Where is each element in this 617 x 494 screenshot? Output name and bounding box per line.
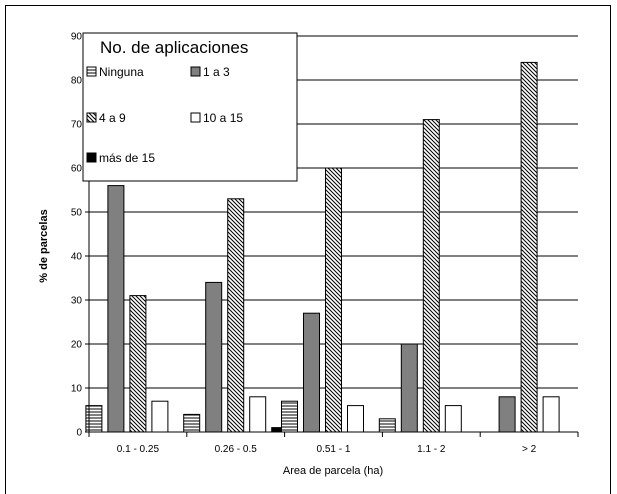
bar — [205, 281, 223, 433]
legend: No. de aplicaciones Ninguna 1 a 3 4 a 9 10 … — [82, 32, 298, 182]
legend-swatch — [86, 66, 97, 77]
tick-labels: 0 10 20 30 40 50 60 70 80 90 0.1 - 0.25 0.26 - 0.5 0… — [71, 32, 537, 456]
bar — [325, 167, 342, 433]
legend-box — [82, 32, 298, 182]
bar — [303, 312, 320, 433]
legend-swatch — [86, 112, 97, 123]
y-tick-label: 20 — [71, 340, 83, 351]
bar — [227, 198, 245, 433]
y-tick-label: 30 — [71, 296, 83, 307]
bar — [107, 185, 125, 433]
legend-swatch — [190, 66, 201, 77]
y-tick-label: 0 — [76, 428, 82, 439]
bar — [444, 405, 462, 433]
bar — [542, 396, 560, 433]
y-tick-label: 60 — [71, 164, 83, 175]
y-tick-label: 10 — [71, 384, 83, 395]
legend-swatch — [86, 152, 97, 163]
y-tick-label: 90 — [71, 32, 83, 43]
legend-title: No. de aplicaciones — [100, 38, 248, 57]
bar — [422, 119, 440, 433]
y-tick-label: 40 — [71, 252, 83, 263]
x-tick-label: 0.51 - 1 — [317, 444, 351, 455]
bar — [85, 405, 103, 433]
y-tick-label: 80 — [71, 76, 83, 87]
y-tick-label: 50 — [71, 208, 83, 219]
bar — [400, 343, 418, 433]
x-tick-label: > 2 — [522, 444, 537, 455]
bar — [129, 295, 147, 433]
x-tick-label: 1.1 - 2 — [417, 444, 446, 455]
y-tick-label: 70 — [71, 120, 83, 131]
x-axis-title: Area de parcela (ha) — [283, 465, 383, 477]
legend-swatch — [190, 112, 201, 123]
x-tick-label: 0.1 - 0.25 — [117, 444, 160, 455]
bars — [85, 61, 560, 433]
bar — [347, 405, 364, 433]
bar — [520, 61, 538, 433]
legend-label: 1 a 3 — [203, 65, 230, 79]
legend-label: 10 a 15 — [203, 111, 243, 125]
legend-label: Ninguna — [99, 65, 144, 79]
x-tick-label: 0.26 - 0.5 — [215, 444, 258, 455]
bar — [183, 413, 201, 433]
y-axis-title: % de parcelas — [38, 209, 50, 282]
legend-label: 4 a 9 — [99, 111, 126, 125]
bar — [281, 400, 298, 433]
bar — [498, 396, 516, 433]
bar — [378, 418, 396, 433]
bar — [151, 400, 169, 433]
bar — [249, 396, 267, 433]
legend-label: más de 15 — [99, 151, 155, 165]
